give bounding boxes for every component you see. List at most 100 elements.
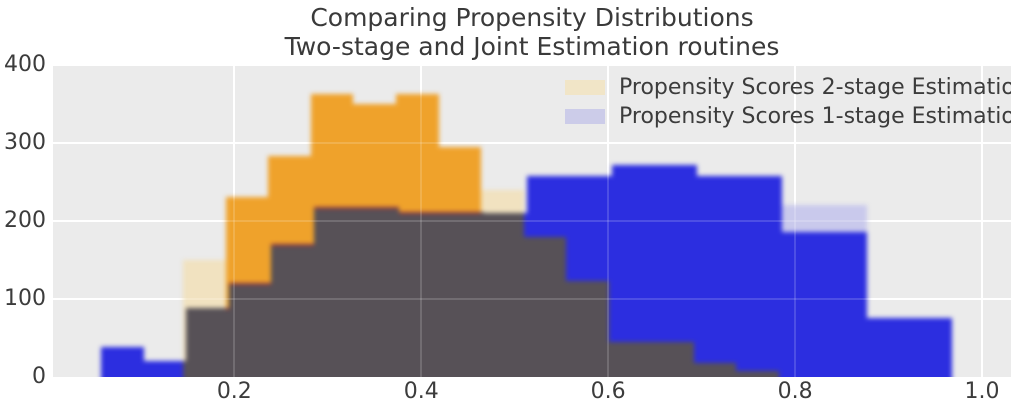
y-tick-label-200: 200 bbox=[4, 207, 46, 233]
orange-bar-segment bbox=[481, 189, 485, 212]
legend-item-2stage: Propensity Scores 2-stage Estimation bbox=[565, 73, 1011, 102]
overlap-bar-segment bbox=[526, 237, 567, 377]
blue-bar-segment bbox=[696, 175, 737, 363]
orange-bar-segment bbox=[183, 259, 187, 362]
overlap-bar-segment bbox=[481, 211, 485, 377]
gridline-overlay-y-400 bbox=[53, 64, 1011, 66]
overlap-bar-segment bbox=[438, 211, 442, 377]
legend-item-1stage: Propensity Scores 1-stage Estimation bbox=[565, 102, 1011, 131]
overlap-bar-segment bbox=[611, 341, 652, 377]
orange-bar-segment bbox=[353, 103, 357, 207]
blue-bar-segment bbox=[866, 317, 910, 377]
y-tick-label-100: 100 bbox=[4, 285, 46, 311]
overlap-bar-segment bbox=[608, 341, 612, 377]
overlap-edge-line bbox=[271, 243, 311, 247]
chart-title-line1: Comparing Propensity Distributions bbox=[310, 3, 754, 32]
overlap-bar-segment bbox=[523, 237, 527, 377]
overlap-bar-segment bbox=[271, 244, 311, 377]
y-tick-label-0: 0 bbox=[32, 364, 46, 389]
overlap-bar-segment bbox=[654, 341, 694, 377]
blue-bar-segment bbox=[739, 175, 779, 371]
overlap-bar-segment bbox=[310, 244, 314, 377]
blue-bar-segment bbox=[909, 317, 952, 377]
gridline-overlay-y-100 bbox=[53, 297, 1011, 300]
overlap-bar-segment bbox=[739, 370, 779, 377]
overlap-bar-segment bbox=[356, 206, 396, 377]
blue-bar-segment bbox=[736, 175, 740, 371]
overlap-bar-segment bbox=[566, 280, 570, 377]
blue-bar-segment bbox=[526, 175, 567, 238]
x-tick-label-0.4: 0.4 bbox=[403, 379, 439, 404]
y-tick-label-300: 300 bbox=[4, 129, 46, 155]
overlap-edge-line bbox=[353, 205, 357, 209]
orange-bar-segment bbox=[271, 156, 311, 245]
orange-bar-segment bbox=[186, 259, 226, 309]
blue-bar-segment bbox=[824, 231, 867, 377]
orange-bar-segment bbox=[225, 197, 229, 309]
overlap-bar-segment bbox=[441, 211, 482, 377]
overlap-edge-line bbox=[396, 205, 399, 209]
legend: Propensity Scores 2-stage Estimation Pro… bbox=[565, 73, 1011, 131]
blue-bar-segment bbox=[778, 175, 782, 377]
histogram-bars bbox=[53, 64, 1011, 377]
orange-bar-segment bbox=[396, 94, 399, 207]
blue-bar-segment bbox=[654, 164, 694, 342]
orange-bar-segment bbox=[310, 94, 314, 245]
orange-bar-segment bbox=[438, 146, 442, 212]
overlap-bar-segment bbox=[228, 283, 269, 377]
blue-bar-segment bbox=[101, 347, 144, 377]
overlap-bar-segment bbox=[736, 370, 740, 377]
x-tick-label-1.0: 1.0 bbox=[964, 379, 1000, 404]
overlap-bar-segment bbox=[353, 206, 357, 377]
overlap-bar-segment bbox=[484, 213, 524, 377]
gridline-y-300 bbox=[53, 141, 1011, 144]
overlap-edge-line bbox=[399, 210, 439, 214]
blue-bar-segment bbox=[693, 164, 697, 363]
overlap-bar-segment bbox=[696, 362, 737, 377]
plot-area bbox=[53, 64, 1011, 377]
overlap-bar-segment bbox=[268, 283, 272, 377]
overlap-bar-segment bbox=[396, 206, 399, 377]
orange-bar-segment bbox=[313, 94, 354, 207]
overlap-edge-line bbox=[310, 243, 314, 247]
blue-bar-segment bbox=[569, 175, 609, 281]
gridline-overlay-y-200 bbox=[53, 219, 1011, 222]
orange-bar-segment bbox=[356, 103, 396, 207]
gridline-y-400 bbox=[53, 64, 1011, 66]
blue-bar-segment bbox=[523, 213, 527, 238]
y-tick-label-400: 400 bbox=[4, 51, 46, 77]
blue-light-cap-segment bbox=[781, 205, 825, 232]
chart-title: Comparing Propensity Distributions Two-s… bbox=[53, 3, 1011, 61]
blue-light-cap-segment bbox=[824, 205, 867, 232]
orange-bar-segment bbox=[268, 156, 272, 284]
overlap-edge-line bbox=[313, 205, 354, 209]
legend-swatch-1stage-icon bbox=[565, 109, 605, 124]
overlap-bar-segment bbox=[225, 308, 229, 377]
overlap-edge-line bbox=[438, 210, 442, 214]
overlap-bar-segment bbox=[651, 341, 655, 377]
x-tick-label-0.8: 0.8 bbox=[777, 379, 813, 404]
overlap-bar-segment bbox=[186, 308, 226, 377]
blue-bar-segment bbox=[611, 164, 652, 342]
blue-bar-segment bbox=[781, 231, 825, 377]
orange-bar-segment bbox=[441, 146, 482, 212]
orange-bar-segment bbox=[228, 197, 269, 284]
x-tick-label-0.2: 0.2 bbox=[216, 379, 252, 404]
overlap-bar-segment bbox=[183, 361, 187, 377]
blue-bar-segment bbox=[608, 175, 612, 342]
overlap-edge-line bbox=[228, 282, 269, 286]
gridline-overlay-x-0.6 bbox=[607, 64, 610, 377]
blue-bar-segment bbox=[143, 361, 184, 377]
gridline-overlay-x-0.8 bbox=[794, 64, 797, 377]
blue-bar-segment bbox=[651, 164, 655, 342]
legend-swatch-2stage-icon bbox=[565, 80, 605, 95]
overlap-edge-line bbox=[441, 210, 482, 214]
orange-bar-segment bbox=[399, 94, 439, 212]
overlap-bar-segment bbox=[313, 206, 354, 377]
gridline-overlay-x-0.4 bbox=[420, 64, 423, 377]
blue-bar-segment bbox=[566, 175, 570, 281]
overlap-bar-segment bbox=[693, 362, 697, 377]
overlap-bar-segment bbox=[399, 211, 439, 377]
chart-title-line2: Two-stage and Joint Estimation routines bbox=[284, 32, 780, 61]
